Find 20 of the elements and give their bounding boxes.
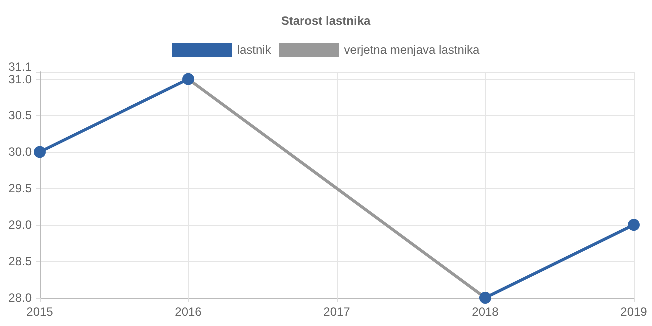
y-tick-label: 29.5: [8, 182, 32, 196]
x-tick-label: 2019: [620, 305, 648, 319]
x-tick-label: 2016: [175, 305, 202, 319]
y-tick-label: 31.0: [8, 72, 32, 86]
x-tick-label: 2015: [26, 305, 54, 319]
y-tick-label: 30.5: [8, 108, 32, 123]
point: [182, 73, 194, 86]
point: [480, 292, 492, 304]
y-tick-label: 30.0: [8, 145, 32, 160]
point: [34, 146, 46, 158]
y-tick-label: 31.1: [8, 60, 32, 74]
x-tick-label: 2018: [472, 305, 500, 319]
point: [628, 219, 640, 232]
legend-label: lastnik: [237, 43, 272, 57]
y-tick-label: 28.0: [8, 291, 32, 305]
legend-label: verjetna menjava lastnika: [344, 43, 480, 57]
x-tick-label: 2017: [324, 305, 351, 319]
y-tick-label: 28.5: [8, 254, 32, 269]
y-tick-label: 29.0: [8, 218, 32, 232]
chart-title: Starost lastnika: [281, 14, 372, 28]
